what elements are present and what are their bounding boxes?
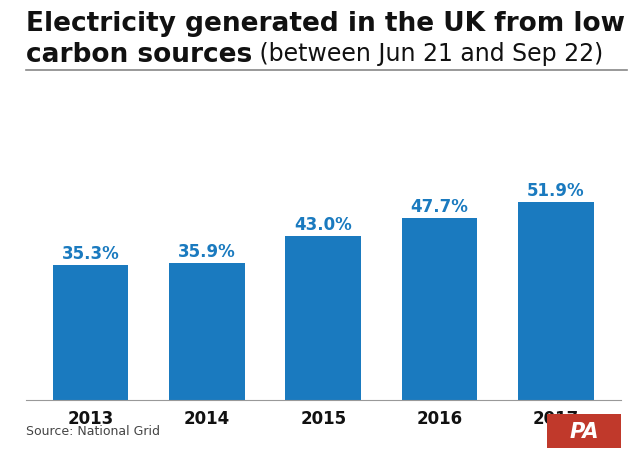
Text: Source: National Grid: Source: National Grid <box>26 424 159 437</box>
Text: Electricity generated in the UK from low: Electricity generated in the UK from low <box>26 11 625 37</box>
Bar <box>169 263 244 400</box>
Bar <box>402 218 477 400</box>
Bar <box>285 236 361 400</box>
Bar <box>518 202 594 400</box>
Text: 47.7%: 47.7% <box>411 197 468 215</box>
Text: 43.0%: 43.0% <box>294 215 352 233</box>
Bar <box>52 266 128 400</box>
Text: 51.9%: 51.9% <box>527 182 585 199</box>
Text: 35.3%: 35.3% <box>61 245 119 263</box>
Text: PA: PA <box>569 421 599 441</box>
Text: carbon sources: carbon sources <box>26 42 252 68</box>
Text: 35.9%: 35.9% <box>178 243 236 260</box>
Text: (between Jun 21 and Sep 22): (between Jun 21 and Sep 22) <box>252 42 603 66</box>
